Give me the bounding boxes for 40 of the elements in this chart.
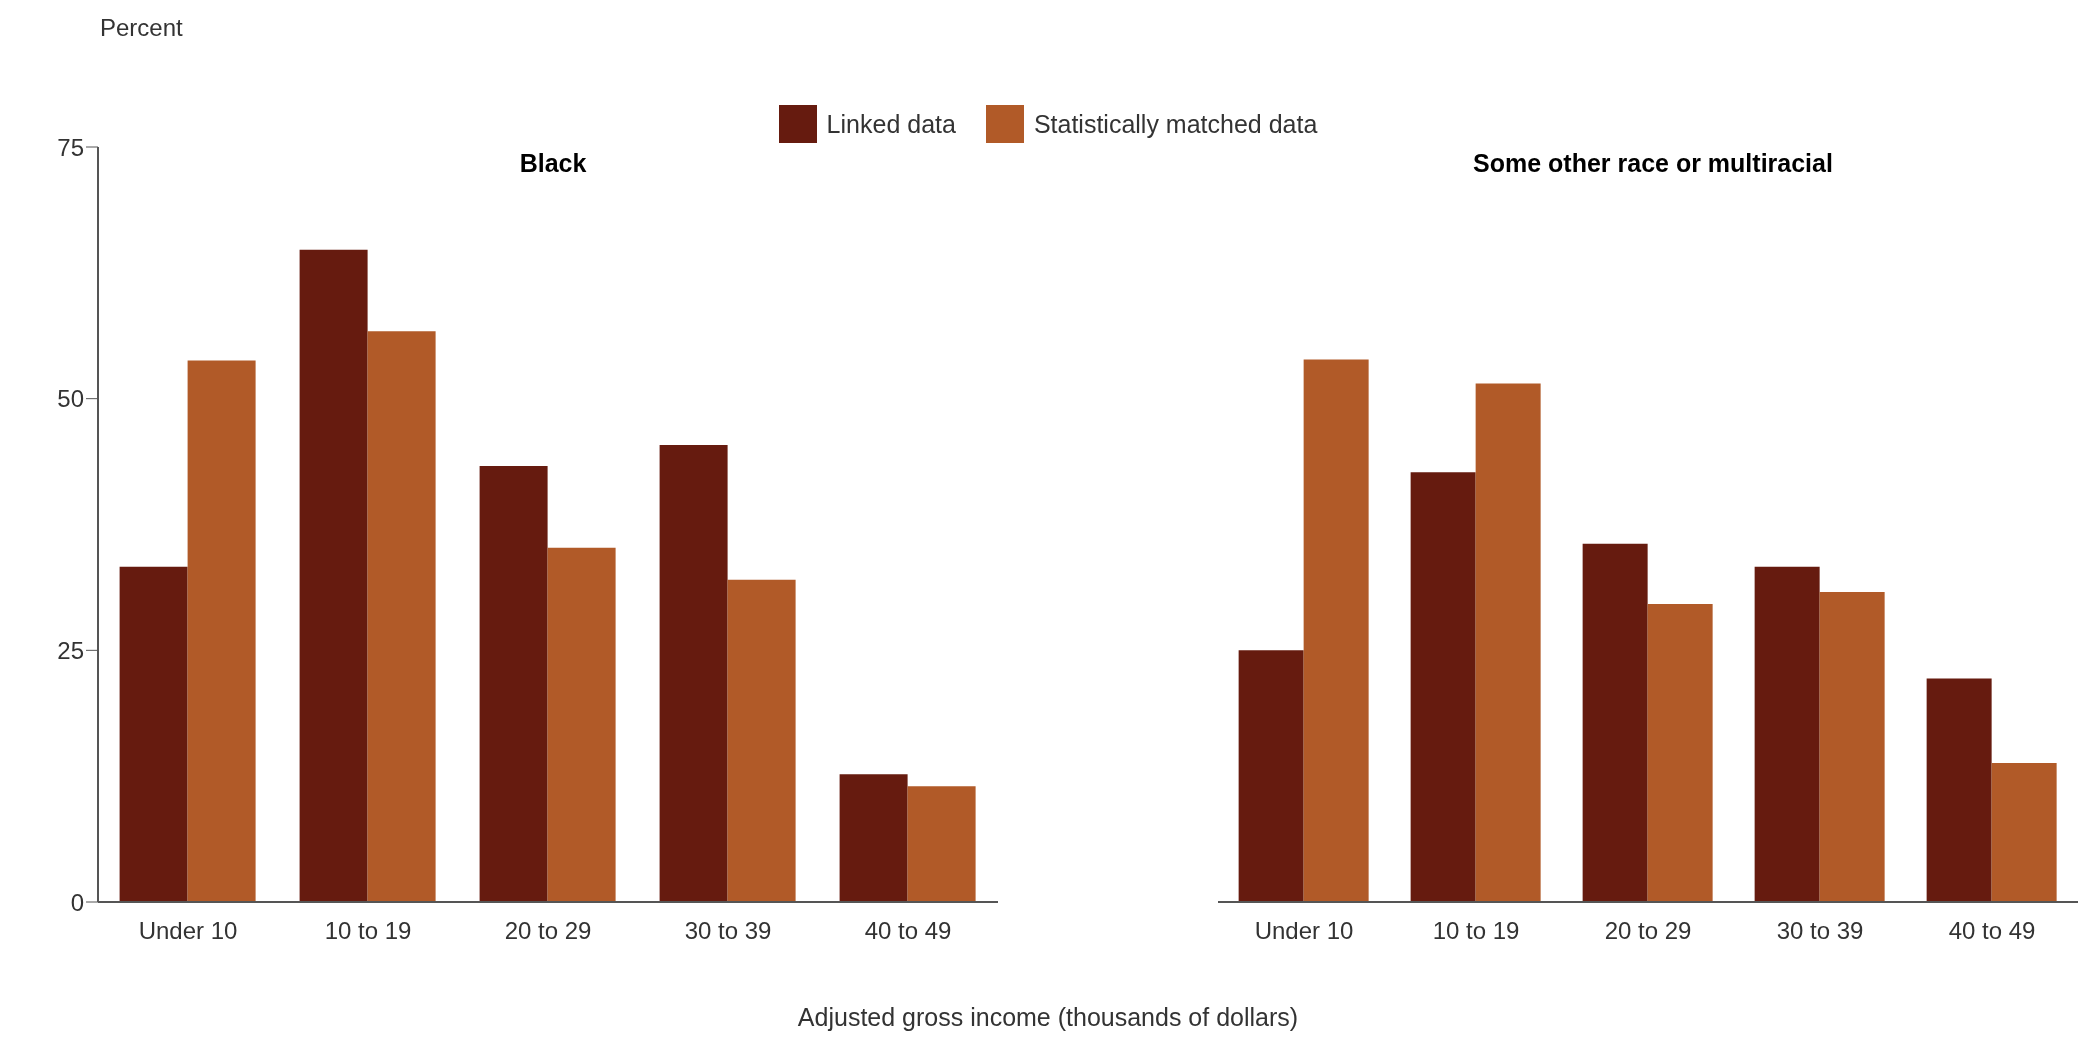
bar xyxy=(839,774,908,902)
bar xyxy=(1647,604,1713,902)
x-tick-label: 20 to 29 xyxy=(504,917,592,945)
legend-label: Statistically matched data xyxy=(1033,109,1318,139)
x-tick-label: 20 to 29 xyxy=(1604,917,1692,945)
bar xyxy=(907,786,976,902)
bar xyxy=(1819,591,1885,902)
bar xyxy=(1410,472,1476,902)
y-tick-label: 75 xyxy=(57,133,84,161)
x-tick-label: Under 10 xyxy=(138,917,238,945)
bar xyxy=(1754,566,1820,902)
bar xyxy=(479,466,548,902)
bar xyxy=(119,566,188,902)
bar xyxy=(1303,359,1369,902)
bar xyxy=(1582,543,1648,902)
chart-title: Black xyxy=(518,149,588,178)
bar xyxy=(547,547,616,902)
x-tick-label: 10 to 19 xyxy=(1432,917,1520,945)
bar xyxy=(727,579,796,902)
x-axis-title: Adjusted gross income (thousands of dollars) xyxy=(796,1003,1300,1032)
legend-label: Linked data xyxy=(826,109,956,139)
bar xyxy=(367,331,436,902)
bar xyxy=(299,249,368,902)
bar xyxy=(1475,383,1541,902)
y-tick-label: 50 xyxy=(57,385,84,413)
x-tick-label: 10 to 19 xyxy=(324,917,412,945)
x-tick-label: Under 10 xyxy=(1254,917,1354,945)
bar xyxy=(1926,678,1992,902)
x-tick-label: 30 to 39 xyxy=(684,917,772,945)
y-tick-label: 0 xyxy=(70,888,84,916)
y-axis-title: Percent xyxy=(100,14,183,42)
bar xyxy=(1991,763,2057,902)
x-tick-label: 40 to 49 xyxy=(1948,917,2036,945)
bar xyxy=(187,360,256,902)
chart-title: Some other race or multiracial xyxy=(1472,149,1834,178)
bar xyxy=(1238,650,1304,902)
y-tick-label: 25 xyxy=(57,636,84,664)
x-tick-label: 30 to 39 xyxy=(1776,917,1864,945)
x-tick-label: 40 to 49 xyxy=(864,917,952,945)
bar xyxy=(659,444,728,902)
